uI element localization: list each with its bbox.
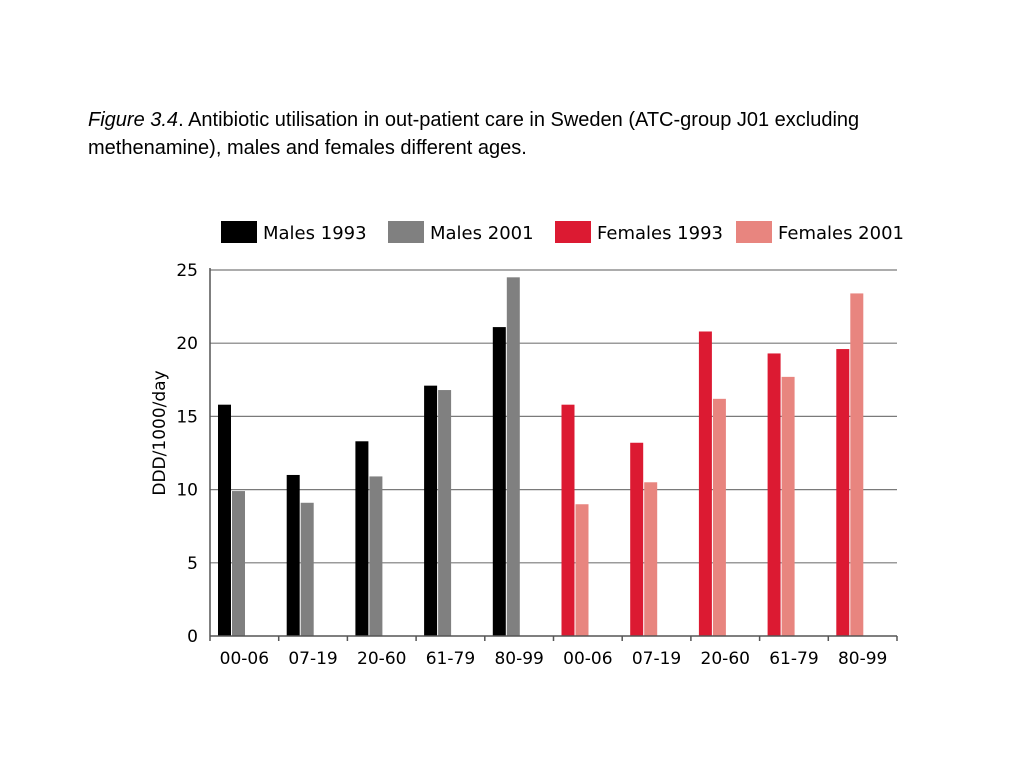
chart-legend: Males 1993 Males 2001 Females 1993 Females … [221,221,904,244]
bar-males-1993-20-60 [355,441,369,636]
bar-females-2001-20-60 [712,398,726,636]
bar-males-1993-61-79 [424,385,438,636]
bar-females-2001-61-79 [781,376,795,636]
bar-females-2001-07-19 [644,482,658,636]
legend-swatch-females-2001 [736,221,772,243]
x-tick-label: 20-60 [357,649,406,669]
figure-caption: Figure 3.4. Antibiotic utilisation in ou… [88,106,988,162]
bar-females-1993-00-06 [561,404,575,636]
bar-females-1993-20-60 [698,331,712,636]
y-tick-label: 0 [187,627,198,647]
x-tick-label: 20-60 [701,649,750,669]
bar-females-1993-80-99 [836,349,850,636]
x-tick-label: 07-19 [632,649,681,669]
figure-label: Figure 3.4 [88,109,179,131]
legend-swatch-males-1993 [221,221,257,243]
x-tick-label: 61-79 [426,649,475,669]
x-tick-label: 61-79 [769,649,818,669]
y-tick-label: 20 [176,334,198,354]
x-tick-label: 00-06 [220,649,269,669]
y-axis-label: DDD/1000/day [150,370,170,495]
legend-swatch-males-2001 [388,221,424,243]
caption-text: . Antibiotic utilisation in out-patient … [88,109,860,159]
bar-males-1993-07-19 [286,474,300,636]
bar-females-1993-61-79 [767,353,781,636]
y-tick-label: 15 [176,407,198,427]
axes: 0 5 10 15 20 25 00-06 07-19 20-60 61-79 80-99 00-06… [176,261,898,669]
x-tick-label: 07-19 [288,649,337,669]
bar-males-2001-20-60 [369,476,383,636]
bars-group [218,277,864,636]
x-tick-label: 80-99 [838,649,887,669]
bar-males-2001-00-06 [232,491,245,636]
y-tick-label: 10 [176,481,198,501]
bar-males-2001-61-79 [438,390,452,636]
bar-males-2001-80-99 [506,277,520,636]
bar-females-2001-80-99 [850,293,864,636]
legend-swatch-females-1993 [555,221,591,243]
legend-label-females-1993: Females 1993 [597,223,723,244]
bar-males-1993-80-99 [492,327,506,636]
legend-label-females-2001: Females 2001 [778,223,904,244]
x-tick-label: 80-99 [494,649,543,669]
bar-males-2001-07-19 [300,502,314,636]
y-tick-label: 5 [187,554,198,574]
bar-males-1993-00-06 [218,404,231,636]
bar-females-1993-07-19 [630,442,644,636]
legend-label-males-2001: Males 2001 [430,223,534,244]
y-tick-label: 25 [176,261,198,281]
bar-females-2001-00-06 [575,504,589,636]
legend-label-males-1993: Males 1993 [263,223,367,244]
x-tick-label: 00-06 [563,649,612,669]
